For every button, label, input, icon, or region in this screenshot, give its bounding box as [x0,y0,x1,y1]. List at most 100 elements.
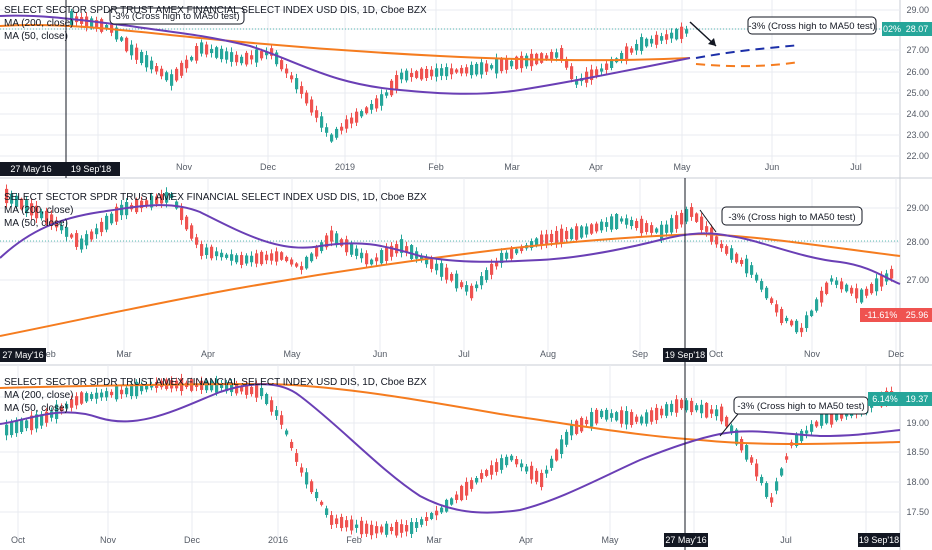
candle [560,228,564,244]
x-tick-label: Nov [100,535,117,545]
x-tick-label: Feb [40,349,56,359]
panel-3-ma200-line [0,382,901,445]
candle [30,415,34,431]
candle [680,399,684,409]
candle [220,48,224,60]
candle [65,227,69,237]
candle [715,409,719,417]
candle [545,234,549,244]
panel-1-left-callout-box [109,7,245,25]
candle [250,55,254,60]
candle [550,233,554,243]
candle [395,75,399,89]
candle [625,218,629,225]
panel-1-date-tag-2-text: 19 Sep'18 [71,164,111,174]
candle [470,285,474,299]
candle [350,243,354,255]
panel-2-pct-tag-text: -11.61% [865,310,898,320]
candle [365,523,369,534]
candle [650,225,654,233]
panel-1-date-tag-1-text: 27 May'16 [10,164,51,174]
candle [650,38,654,44]
candle [240,386,244,392]
x-tick-label: 2016 [268,535,288,545]
panel-3-legend-ma200: MA (200, close) [4,390,73,401]
candle [490,263,494,275]
candle [265,254,269,261]
candle [480,473,484,479]
candle [225,51,229,60]
candle [135,47,139,60]
candle [675,215,679,229]
candle [235,255,239,263]
candle [575,420,579,434]
candle [595,223,599,232]
candle [555,449,559,461]
candle [495,260,499,267]
y-tick-label: 24.00 [906,109,929,119]
candle [475,63,479,75]
candle [820,290,824,303]
panel-1: -3% (Cross high to MA50 test) -3% (Cross… [0,0,932,179]
candle [835,412,839,421]
panel-3-date-tag-2-text: 19 Sep'18 [859,535,899,545]
candle [85,234,89,246]
candle [640,37,644,51]
candle [600,410,604,418]
candle [145,384,149,390]
candle [255,49,259,63]
candle [275,52,279,65]
candle [270,400,274,412]
candle [360,111,364,117]
candle [430,259,434,269]
candle [90,394,94,399]
candle [85,393,89,402]
candle [175,201,179,209]
panel-2-x-axis: Feb Mar Apr May Jun Jul Aug Sep Oct Nov Dec [40,349,904,359]
candle [835,280,839,285]
candle [345,520,349,528]
candle [45,411,49,423]
panel-3: -3% (Cross high to MA50 test) SELECT SEC… [0,365,932,550]
candle [250,386,254,395]
candle [105,391,109,398]
panel-2-date-tag-1 [0,348,46,362]
candle [110,23,114,33]
candle [190,225,194,239]
candle [380,94,384,106]
candle [465,285,469,292]
x-tick-label: Feb [346,535,362,545]
x-tick-label: Aug [540,349,556,359]
candle [490,465,494,475]
candle [650,410,654,422]
candle [445,67,449,77]
candle [310,99,314,113]
candle [200,244,204,256]
y-tick-label: 18.50 [906,447,929,457]
candle [890,268,894,279]
candle [815,299,819,311]
candle [280,60,284,70]
candle [330,515,334,525]
candle [555,230,559,244]
candle [80,392,84,404]
candle [185,216,189,230]
candle [810,310,814,317]
candle [225,382,229,392]
candle [570,66,574,80]
candle [505,456,509,466]
candle [825,282,829,294]
candle [610,59,614,68]
candle [405,246,409,252]
candle [470,64,474,76]
candle [90,18,94,28]
candle [555,52,559,58]
candle [450,498,454,505]
candle [45,210,49,224]
candle [680,26,684,39]
candle [70,234,74,238]
candle [440,263,444,277]
candle [100,221,104,233]
candle [530,465,534,480]
